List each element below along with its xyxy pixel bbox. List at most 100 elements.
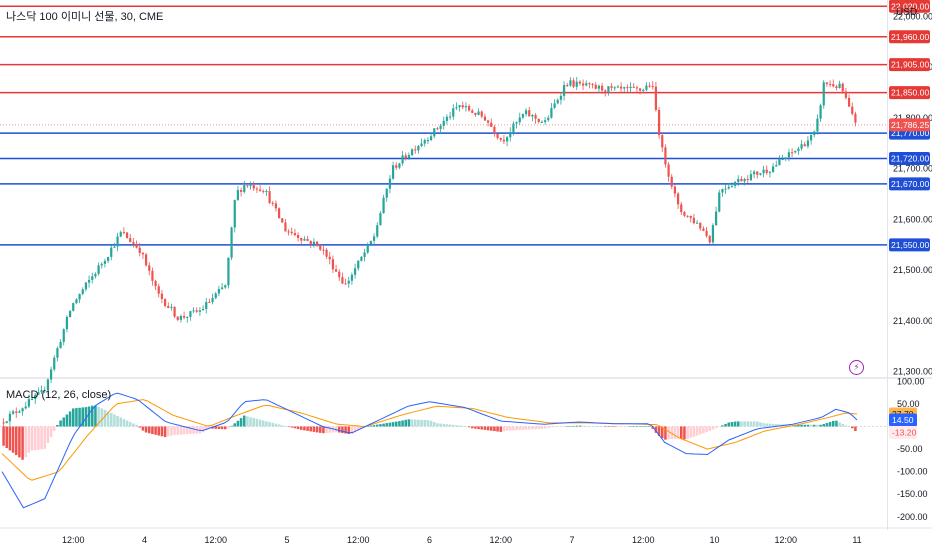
currency-label[interactable]: USD: [896, 7, 918, 18]
histogram-bar: [182, 426, 186, 435]
candle-body: [271, 202, 274, 204]
candle-body: [420, 143, 423, 146]
histogram-bar: [369, 425, 373, 427]
histogram-bar: [505, 426, 509, 431]
candle-body: [534, 115, 537, 119]
candle-body: [46, 379, 50, 391]
chart-title: 나스닥 100 이미니 선물, 30, CME: [6, 11, 164, 23]
histogram-bar: [49, 426, 53, 438]
histogram-bar: [252, 418, 256, 427]
candle-body: [268, 191, 271, 203]
candle-body: [714, 211, 718, 226]
histogram-bar: [502, 426, 506, 432]
candle-body: [423, 140, 426, 144]
candle-body: [331, 259, 335, 270]
histogram-bar: [819, 424, 822, 427]
histogram-bar: [62, 417, 66, 427]
histogram-bar: [676, 426, 680, 439]
candle-body: [781, 159, 784, 161]
histogram-bar: [322, 426, 325, 434]
histogram-bar: [306, 426, 309, 431]
histogram-bar: [236, 420, 240, 427]
histogram-bar: [714, 426, 718, 429]
candle-body: [189, 311, 192, 317]
histogram-bar: [5, 426, 9, 449]
candle-body: [347, 280, 350, 284]
candle-body: [493, 126, 496, 134]
histogram-bar: [350, 426, 354, 434]
lightning-icon[interactable]: ⚡: [849, 360, 864, 375]
macd-value-badge-bg: [889, 413, 917, 427]
histogram-bar: [686, 426, 689, 439]
candle-body: [645, 85, 648, 90]
histogram-bar: [689, 426, 693, 438]
candle-body: [201, 308, 205, 311]
histogram-bar: [249, 417, 252, 427]
histogram-bar: [413, 419, 417, 427]
candle-body: [274, 203, 278, 209]
candle-body: [68, 310, 72, 317]
time-tick-label: 12:00: [632, 535, 655, 545]
candle-body: [610, 86, 613, 88]
candle-body: [252, 185, 255, 189]
candle-body: [626, 87, 629, 89]
histogram-bar: [556, 426, 560, 427]
histogram-bar: [90, 405, 94, 427]
candle-body: [113, 246, 116, 248]
histogram-bar: [56, 424, 59, 427]
candle-body: [664, 147, 667, 165]
candle-body: [509, 132, 512, 138]
candle-body: [81, 289, 84, 294]
candle-body: [448, 116, 452, 118]
candle-body: [433, 128, 436, 137]
candle-body: [34, 394, 37, 399]
candle-body: [515, 122, 518, 124]
histogram-bar: [185, 426, 189, 435]
histogram-bar: [524, 426, 528, 430]
candle-body: [496, 133, 499, 138]
candle-body: [230, 227, 233, 258]
candle-body: [623, 87, 626, 89]
histogram-bar: [619, 426, 623, 427]
candle-body: [673, 186, 677, 194]
time-tick-label: 10: [709, 535, 719, 545]
histogram-bar: [787, 424, 791, 427]
histogram-bar: [293, 426, 297, 429]
candle-body: [540, 121, 544, 123]
candle-body: [778, 159, 781, 166]
candle-body: [467, 105, 471, 111]
histogram-bar: [100, 408, 104, 427]
candle-body: [680, 204, 683, 213]
candle-body: [144, 254, 148, 266]
candle-body: [784, 157, 787, 160]
histogram-bar: [692, 426, 696, 437]
candle-body: [575, 81, 578, 87]
histogram-bar: [527, 426, 531, 430]
candle-body: [740, 178, 743, 182]
histogram-bar: [208, 426, 211, 429]
candle-body: [819, 105, 822, 119]
histogram-bar: [730, 422, 734, 427]
candle-body: [531, 115, 534, 117]
candle-body: [65, 316, 69, 330]
candle-body: [410, 149, 414, 156]
macd-tick-label: -200.00: [897, 512, 928, 522]
candle-body: [186, 316, 189, 318]
histogram-bar: [375, 424, 379, 427]
candle-body: [388, 178, 392, 189]
histogram-bar: [71, 408, 75, 427]
histogram-bar: [106, 411, 110, 427]
time-tick-label: 12:00: [774, 535, 797, 545]
histogram-bar: [850, 426, 854, 429]
histogram-bar: [432, 422, 436, 427]
histogram-bar: [610, 426, 613, 427]
histogram-bar: [581, 425, 585, 427]
histogram-bar: [113, 414, 116, 427]
resistance-label: 21,905.00: [891, 60, 929, 70]
candle-body: [103, 260, 107, 264]
histogram-bar: [331, 426, 335, 433]
histogram-bar: [600, 426, 604, 427]
candle-body: [94, 273, 97, 277]
histogram-bar: [233, 423, 237, 427]
